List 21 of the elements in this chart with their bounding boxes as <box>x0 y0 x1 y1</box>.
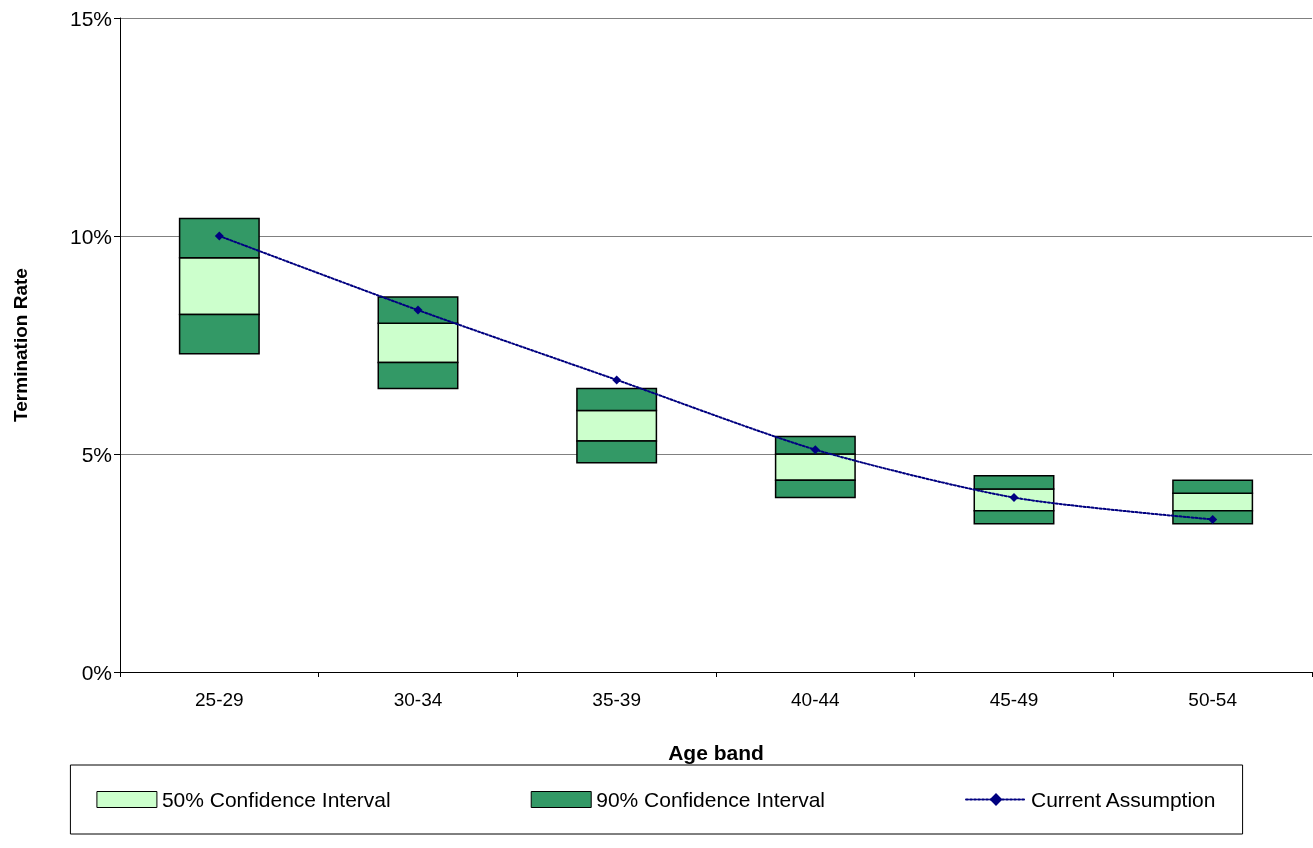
point <box>1208 514 1218 524</box>
point <box>612 375 622 385</box>
x-axis-title: Age band <box>668 741 764 764</box>
y-tick-label: 5% <box>81 442 112 466</box>
x-tick-label: 25-29 <box>195 689 244 710</box>
x-tick-label: 50-54 <box>1188 689 1238 710</box>
legend-label: 50% Confidence Interval <box>161 788 391 811</box>
legend-label: Current Assumption <box>1031 788 1216 811</box>
y-tick-label: 15% <box>69 6 112 30</box>
point <box>214 231 224 241</box>
point <box>810 445 820 455</box>
point <box>1009 493 1019 503</box>
point <box>413 305 423 315</box>
y-tick-label: 0% <box>81 660 112 684</box>
y-tick-label: 10% <box>69 224 112 248</box>
x-tick-label: 35-39 <box>592 689 641 710</box>
legend-label: 90% Confidence Interval <box>596 788 826 811</box>
x-tick-label: 30-34 <box>393 689 443 710</box>
x-tick-label: 45-49 <box>989 689 1039 710</box>
y-axis-title: Termination Rate <box>10 268 31 422</box>
x-tick-label: 40-44 <box>791 689 841 710</box>
